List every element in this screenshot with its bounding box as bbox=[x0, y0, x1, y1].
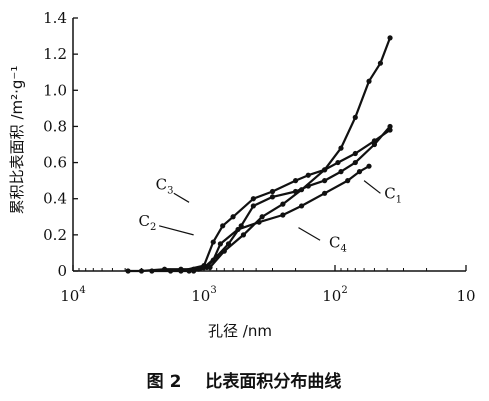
data-point-c4 bbox=[366, 78, 372, 84]
data-point-c1 bbox=[280, 212, 286, 218]
figure-caption: 图 2 比表面积分布曲线 bbox=[147, 371, 342, 392]
data-point-c3 bbox=[238, 223, 244, 229]
x-tick-label: 104 bbox=[60, 285, 85, 305]
y-tick-label: 0.8 bbox=[43, 117, 67, 135]
leader-line-c3 bbox=[173, 192, 190, 203]
data-point-c4 bbox=[207, 264, 213, 270]
y-tick-group: 0 0.2 0.4 0.6 0.8 1.0 1.2 1.4 bbox=[43, 9, 78, 280]
data-point-c2 bbox=[220, 223, 226, 229]
leader-line-c2 bbox=[158, 225, 194, 236]
data-point-c3 bbox=[178, 266, 184, 272]
data-point-c3 bbox=[387, 123, 393, 130]
data-point-c1 bbox=[366, 163, 372, 169]
data-point-c2 bbox=[210, 239, 216, 245]
data-point-c1 bbox=[345, 178, 351, 184]
y-tick-label: 1.4 bbox=[43, 9, 67, 27]
data-point-c3 bbox=[161, 266, 168, 272]
data-point-c3 bbox=[322, 178, 328, 184]
data-point-c4 bbox=[298, 187, 305, 193]
data-point-c4 bbox=[352, 114, 358, 120]
data-point-c2 bbox=[230, 214, 236, 220]
series-label-c2: C2 bbox=[139, 212, 157, 233]
y-tick-label: 0.2 bbox=[43, 226, 67, 244]
data-point-c3 bbox=[125, 268, 131, 274]
data-point-c1 bbox=[298, 203, 305, 209]
data-point-c4 bbox=[240, 232, 247, 238]
data-point-c4 bbox=[322, 167, 328, 173]
data-point-c2 bbox=[269, 188, 276, 195]
series-label-c3: C3 bbox=[156, 176, 174, 197]
data-point-c1 bbox=[322, 190, 328, 196]
data-point-c3 bbox=[269, 194, 276, 200]
data-point-c4 bbox=[387, 35, 393, 41]
data-point-c3 bbox=[352, 159, 358, 166]
y-tick-label: 0.6 bbox=[43, 154, 67, 172]
y-tick-label: 1.0 bbox=[43, 81, 67, 99]
y-axis-title: 累积比表面积 /m²·g⁻¹ bbox=[8, 66, 26, 215]
figure-title: 比表面积分布曲线 bbox=[205, 371, 341, 392]
data-point-c4 bbox=[280, 201, 286, 207]
series-label-c4: C4 bbox=[329, 234, 347, 255]
data-point-c4 bbox=[377, 60, 384, 66]
data-point-c4 bbox=[221, 248, 227, 254]
x-axis-title: 孔径 /nm bbox=[208, 322, 272, 340]
series-line-c4 bbox=[193, 37, 392, 273]
series-label-c1: C1 bbox=[384, 185, 402, 206]
data-point-c1 bbox=[356, 169, 363, 175]
data-point-c2 bbox=[250, 196, 256, 202]
data-point-c1 bbox=[217, 241, 223, 247]
series-line-c2 bbox=[180, 129, 391, 273]
data-point-c4 bbox=[191, 268, 197, 274]
series-label-layer: C3 C2 C1 C4 bbox=[139, 176, 402, 255]
x-tick-label: 10 bbox=[456, 287, 475, 305]
data-point-c2 bbox=[335, 159, 341, 166]
data-point-c3 bbox=[250, 203, 256, 209]
series-line-c3 bbox=[128, 125, 391, 273]
data-point-c4 bbox=[259, 214, 265, 220]
series-layer bbox=[125, 35, 393, 274]
data-point-c2 bbox=[292, 178, 299, 184]
leader-line-c4 bbox=[298, 227, 321, 241]
x-tick-group: 104 103 102 10 bbox=[60, 265, 476, 305]
figure-number: 图 2 bbox=[147, 372, 182, 392]
y-tick-label: 1.2 bbox=[43, 45, 67, 63]
data-point-c3 bbox=[371, 141, 378, 148]
data-point-c3 bbox=[338, 169, 344, 175]
data-point-c2 bbox=[352, 150, 358, 157]
data-point-c3 bbox=[138, 268, 145, 274]
x-tick-label: 103 bbox=[191, 285, 216, 305]
y-tick-label: 0 bbox=[57, 262, 67, 280]
y-tick-label: 0.4 bbox=[43, 190, 67, 208]
leader-line-c1 bbox=[363, 180, 381, 194]
x-tick-label: 102 bbox=[322, 285, 347, 305]
data-point-c2 bbox=[305, 172, 311, 178]
data-point-c4 bbox=[338, 145, 344, 151]
